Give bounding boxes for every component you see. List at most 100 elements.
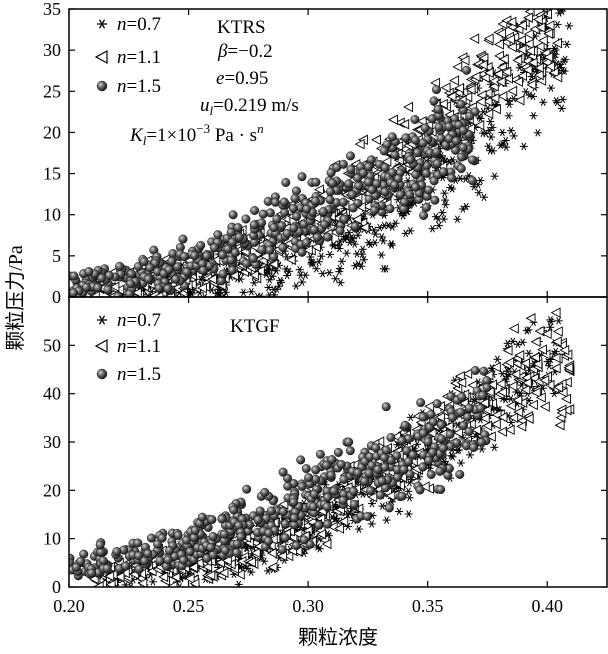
data-point-asterisk — [474, 188, 483, 197]
ktrs-annotation: KTRS β=−0.2 e=0.95 ul=0.219 m/s Kl=1×10−… — [129, 17, 299, 148]
legend-item-n15: n=1.5 — [96, 76, 161, 97]
data-point-triangle-left — [483, 108, 494, 120]
data-point-asterisk — [379, 237, 388, 245]
data-point-sphere — [310, 196, 320, 206]
data-point-triangle-left — [541, 328, 552, 340]
data-point-triangle-left — [515, 35, 526, 46]
data-point-sphere — [278, 243, 288, 253]
data-point-sphere — [478, 390, 488, 400]
data-point-sphere — [217, 514, 227, 524]
data-point-asterisk — [448, 453, 457, 461]
data-point-triangle-left — [551, 336, 562, 347]
data-point-asterisk — [561, 55, 570, 64]
y-tick-label: 0 — [52, 287, 61, 307]
data-point-triangle-left — [482, 87, 493, 99]
data-point-triangle-left — [553, 382, 564, 393]
data-point-asterisk — [438, 208, 447, 217]
ktgf-data-points — [69, 307, 575, 587]
data-point-triangle-left — [452, 61, 463, 73]
data-point-triangle-left — [545, 61, 555, 72]
data-point-asterisk — [265, 291, 274, 297]
data-point-sphere — [314, 520, 324, 530]
data-point-sphere — [467, 176, 477, 186]
data-point-sphere — [232, 548, 242, 558]
data-point-triangle-left — [234, 569, 245, 580]
x-tick-label: 0.25 — [173, 596, 205, 616]
data-point-triangle-left — [514, 95, 525, 106]
data-point-triangle-left — [508, 412, 519, 423]
data-point-sphere — [155, 556, 165, 566]
data-point-sphere — [380, 163, 390, 173]
data-point-triangle-left — [559, 344, 570, 356]
legend-marker-asterisk — [97, 19, 107, 29]
data-point-triangle-left — [507, 380, 518, 392]
data-point-sphere — [353, 173, 363, 183]
ktrs-panel-label: KTRS — [217, 17, 266, 38]
data-point-sphere — [178, 555, 188, 565]
data-point-asterisk — [498, 140, 507, 148]
data-point-triangle-left — [505, 400, 516, 412]
data-point-triangle-left — [254, 265, 265, 277]
data-point-triangle-left — [530, 352, 540, 363]
data-point-triangle-left — [479, 72, 490, 83]
y-tick-label: 20 — [43, 480, 61, 500]
data-point-asterisk — [431, 212, 440, 221]
data-point-sphere — [467, 155, 477, 165]
data-point-asterisk — [405, 494, 414, 502]
data-point-triangle-left — [453, 427, 464, 438]
data-point-triangle-left — [510, 369, 521, 380]
data-point-asterisk — [477, 445, 486, 453]
data-point-asterisk — [505, 100, 514, 109]
data-point-triangle-left — [437, 98, 448, 110]
data-point-asterisk — [504, 112, 513, 120]
data-point-triangle-left — [525, 313, 536, 324]
data-point-asterisk — [404, 487, 413, 496]
data-point-sphere — [418, 428, 428, 438]
data-point-asterisk — [336, 278, 345, 287]
data-point-sphere — [282, 228, 292, 238]
y-tick-label: 50 — [43, 335, 61, 355]
data-point-triangle-left — [532, 14, 543, 25]
data-point-asterisk — [498, 369, 507, 378]
data-point-asterisk — [358, 245, 367, 254]
data-point-sphere — [93, 283, 103, 293]
data-point-sphere — [381, 445, 391, 455]
data-point-asterisk — [507, 126, 515, 135]
data-point-sphere — [323, 232, 333, 242]
data-point-triangle-left — [477, 59, 488, 71]
data-point-sphere — [416, 398, 426, 408]
data-point-triangle-left — [563, 362, 574, 373]
data-point-sphere — [97, 273, 107, 283]
data-point-asterisk — [239, 288, 248, 297]
data-point-triangle-left — [482, 96, 493, 107]
data-point-asterisk — [428, 224, 437, 233]
data-point-sphere — [81, 282, 91, 292]
data-point-asterisk — [524, 326, 533, 334]
data-point-sphere — [437, 434, 447, 444]
data-point-asterisk — [367, 520, 376, 528]
data-point-triangle-left — [530, 336, 541, 348]
data-point-triangle-left — [534, 325, 545, 337]
data-point-asterisk — [446, 183, 455, 192]
data-point-sphere — [143, 274, 153, 284]
y-tick-label: 35 — [43, 0, 61, 19]
data-point-sphere — [234, 232, 244, 242]
data-point-triangle-left — [552, 72, 563, 83]
data-point-triangle-left — [207, 273, 217, 285]
data-point-sphere — [233, 223, 243, 233]
data-point-triangle-left — [493, 68, 504, 80]
data-point-sphere — [384, 503, 394, 513]
data-point-asterisk — [547, 84, 555, 92]
data-point-triangle-left — [249, 269, 260, 281]
data-point-sphere — [218, 250, 228, 260]
data-point-triangle-left — [513, 406, 524, 418]
data-point-sphere — [263, 536, 273, 546]
data-point-triangle-left — [267, 534, 278, 545]
data-point-sphere — [464, 403, 474, 413]
data-point-triangle-left — [497, 91, 508, 102]
data-point-sphere — [364, 194, 374, 204]
data-point-sphere — [381, 402, 391, 412]
data-point-sphere — [420, 123, 430, 133]
data-point-sphere — [227, 237, 237, 247]
data-point-asterisk — [521, 88, 530, 96]
